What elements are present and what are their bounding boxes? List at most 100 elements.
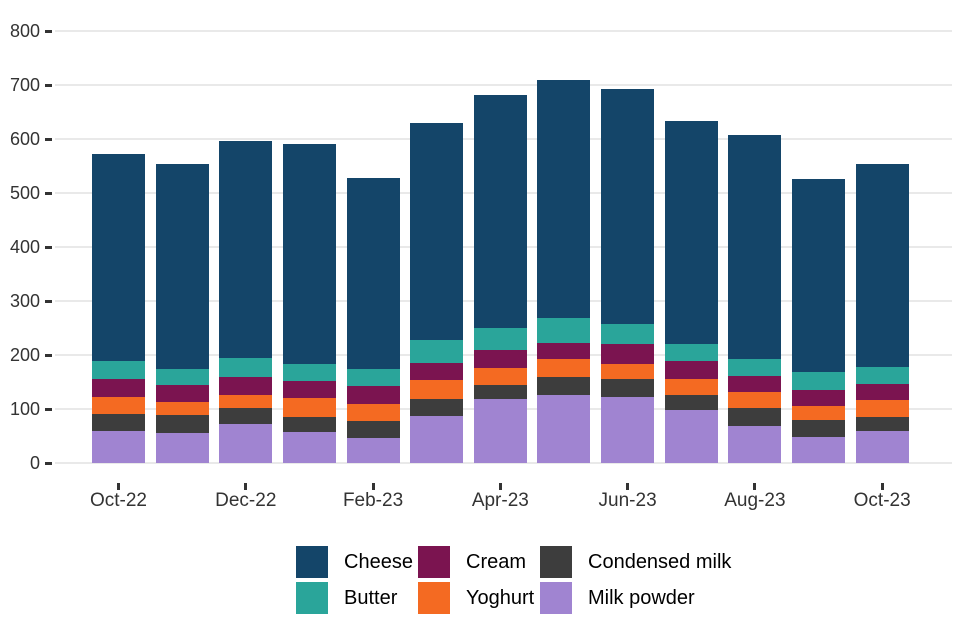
y-tick-label: 600 [9,129,40,149]
bar-segment-butter [728,359,782,376]
y-tick [45,83,52,87]
bar-segment-cream [792,389,846,406]
bar-segment-yoghurt [282,398,336,417]
bar-segment-yoghurt [792,405,846,421]
bar-segment-cream [92,379,145,398]
y-tick-label: 500 [9,183,40,203]
bar-segment-cheese [92,154,145,362]
bar-segment-yoghurt [664,378,718,395]
bar-segment-milk-powder [346,437,400,463]
bar-segment-cream [410,362,464,380]
x-tick [371,483,375,490]
legend-swatch-condensed-milk [540,546,572,578]
y-tick-label: 0 [29,453,40,473]
y-tick-label: 400 [9,237,40,257]
y-tick-label: 700 [9,75,40,95]
bar-segment-cheese [473,95,527,328]
bar-segment-milk-powder [473,398,527,463]
bar-segment-milk-powder [792,437,846,463]
x-tick [753,483,757,490]
bar-segment-milk-powder [219,423,273,463]
bar-may-23 [537,0,591,463]
legend-label: Cream [466,551,527,573]
bar-segment-milk-powder [601,397,655,463]
bar-segment-butter [282,364,336,382]
x-tick [117,483,120,490]
bar-segment-condensed-milk [473,385,527,399]
x-tick-label: Oct-23 [853,490,911,511]
y-tick-label: 100 [9,399,40,419]
bar-segment-cream [155,385,209,402]
bar-aug-23 [728,0,782,463]
x-tick [880,483,884,490]
bar-segment-butter [92,361,145,380]
bar-segment-milk-powder [282,432,336,463]
bar-segment-yoghurt [410,379,464,399]
bar-segment-cream [219,376,273,395]
bar-feb-23 [346,0,400,463]
gridline [55,30,952,32]
bar-segment-milk-powder [855,430,909,463]
bar-segment-milk-powder [410,416,464,463]
x-tick-label: Feb-23 [342,490,404,511]
bar-mar-23 [410,0,464,463]
legend-label: Butter [344,587,398,609]
y-tick [45,461,52,465]
legend-swatch-milk-powder [540,582,572,614]
bar-sep-23 [792,0,846,463]
y-tick [45,353,52,357]
bar-segment-cheese [855,164,909,368]
bar-segment-butter [855,367,909,384]
bar-segment-condensed-milk [601,378,655,398]
bar-jan-23 [282,0,336,463]
bar-segment-cheese [664,121,718,344]
bar-segment-cheese [792,178,846,373]
bar-segment-cheese [601,89,655,324]
bar-segment-yoghurt [855,399,909,418]
bar-segment-condensed-milk [664,394,718,411]
bar-segment-yoghurt [473,367,527,386]
bar-segment-cream [537,342,591,359]
x-tick-label: Apr-23 [471,490,529,511]
bar-segment-cheese [410,122,464,341]
legend-label: Condensed milk [588,551,732,573]
bar-segment-butter [219,358,273,377]
bar-segment-condensed-milk [728,408,782,427]
legend-label: Milk powder [588,587,695,609]
legend-swatch-cream [418,546,450,578]
bar-dec-22 [219,0,273,463]
y-tick [45,29,52,33]
bar-segment-cream [601,344,655,364]
bar-segment-cheese [282,144,336,365]
y-tick [45,191,52,195]
bar-segment-condensed-milk [282,416,336,433]
bar-segment-yoghurt [728,392,782,409]
bar-nov-22 [155,0,209,463]
y-tick [45,407,52,411]
bar-segment-yoghurt [219,394,273,409]
bar-segment-butter [792,372,846,390]
bar-segment-cheese [219,141,273,359]
bar-segment-condensed-milk [346,421,400,438]
legend-swatch-yoghurt [418,582,450,614]
bar-segment-butter [537,317,591,343]
x-tick-label: Dec-22 [215,490,277,511]
bar-segment-cream [728,375,782,393]
bar-segment-yoghurt [537,358,591,378]
x-tick [626,483,630,490]
bar-segment-yoghurt [92,397,145,414]
bar-oct-23 [855,0,909,463]
bar-segment-cheese [155,164,209,370]
bar-apr-23 [473,0,527,463]
y-tick [45,245,52,249]
bar-segment-cream [473,349,527,368]
x-tick [498,483,502,490]
legend-swatch-butter [296,582,328,614]
bar-segment-butter [155,369,209,386]
bar-segment-butter [473,328,527,350]
bar-segment-condensed-milk [855,417,909,431]
bar-segment-cream [855,383,909,400]
bar-segment-cream [346,386,400,405]
bar-segment-condensed-milk [155,415,209,433]
